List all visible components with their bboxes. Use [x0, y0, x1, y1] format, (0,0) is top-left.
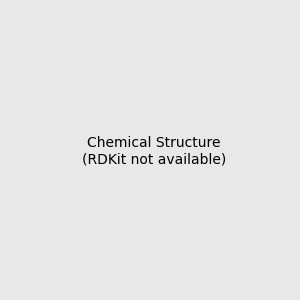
Text: Chemical Structure
(RDKit not available): Chemical Structure (RDKit not available) — [82, 136, 226, 166]
